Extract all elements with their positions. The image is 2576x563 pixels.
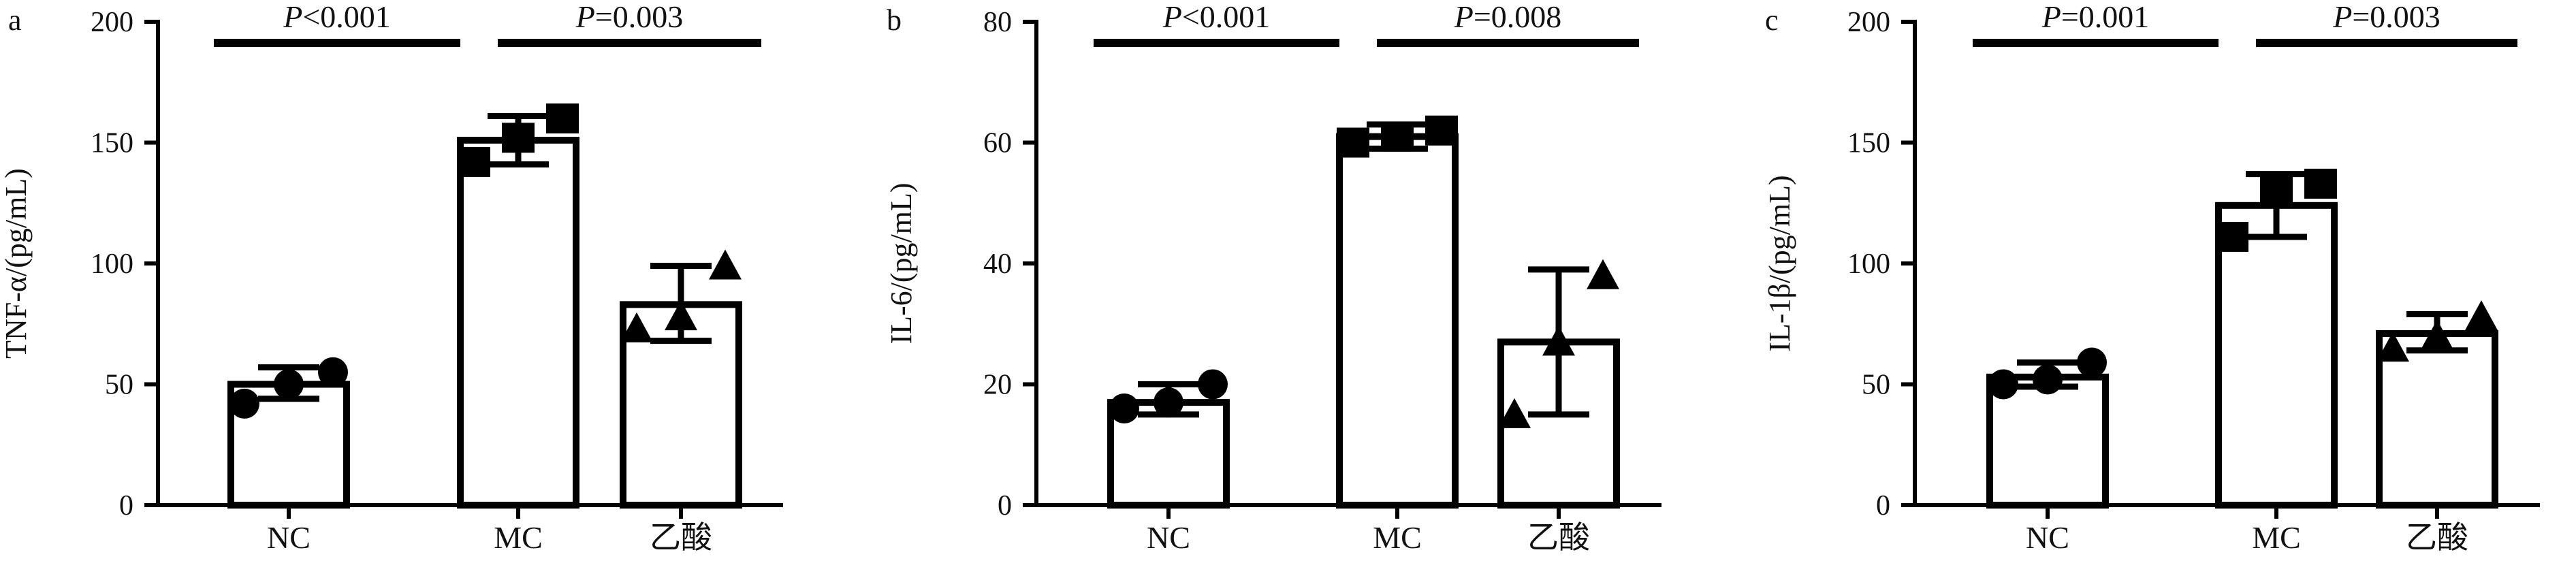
y-tick-label: 100	[91, 248, 133, 280]
x-tick-label: 乙酸	[650, 520, 712, 555]
significance-label-value: =0.008	[1474, 0, 1561, 34]
y-tick-label: 50	[105, 370, 133, 401]
significance-label-value: =0.003	[2352, 0, 2440, 34]
data-point-square-p1-c1-2	[1425, 115, 1458, 146]
significance-label-value: =0.003	[595, 0, 683, 34]
panel-letter: a	[8, 3, 22, 37]
data-point-triangle-p0-c2-2	[709, 249, 742, 280]
data-point-triangle-p2-c2-0	[2376, 332, 2409, 362]
data-point-circle-p2-c0-0	[1988, 369, 2018, 400]
data-point-square-p0-c1-0	[458, 146, 490, 177]
data-point-triangle-p2-c2-2	[2465, 300, 2498, 331]
x-tick-label: NC	[2026, 520, 2069, 555]
x-tick-label: MC	[2252, 520, 2301, 555]
significance-label-p: P	[283, 0, 302, 34]
data-point-square-p1-c1-1	[1381, 121, 1414, 152]
data-point-circle-p0-c0-2	[318, 357, 348, 387]
data-point-square-p2-c1-2	[2304, 168, 2337, 199]
significance-label-value: <0.001	[302, 0, 390, 34]
y-tick-label: 0	[1876, 490, 1890, 521]
significance-label: P=0.003	[575, 0, 684, 34]
y-tick-label: 150	[91, 128, 133, 159]
significance-label-value: =0.001	[2061, 0, 2149, 34]
significance-label-p: P	[575, 0, 595, 34]
data-point-triangle-p0-c2-1	[665, 300, 697, 331]
significance-label: P<0.001	[283, 0, 391, 34]
data-point-circle-p2-c0-1	[2033, 364, 2063, 395]
y-axis-title: IL-6/(pg/mL)	[885, 182, 918, 344]
significance-label-p: P	[1162, 0, 1182, 34]
significance-label: P=0.003	[2332, 0, 2440, 34]
data-point-square-p2-c1-1	[2260, 176, 2293, 206]
y-tick-label: 0	[998, 490, 1012, 521]
bar-MC	[457, 136, 579, 509]
y-tick-label: 50	[1862, 370, 1890, 401]
data-point-circle-p2-c0-2	[2077, 347, 2107, 378]
y-tick-label: 150	[1847, 128, 1890, 159]
data-point-triangle-p1-c2-2	[1587, 259, 1619, 289]
data-point-circle-p0-c0-0	[229, 388, 259, 419]
x-tick-label: MC	[1373, 520, 1422, 555]
data-point-square-p0-c1-1	[502, 123, 535, 153]
y-tick-label: 100	[1847, 248, 1890, 280]
x-tick-label: MC	[494, 520, 543, 555]
panel-letter: c	[1765, 3, 1779, 37]
y-axis-title: IL-1β/(pg/mL)	[1763, 175, 1796, 351]
bar-MC	[1336, 133, 1459, 509]
y-tick-label: 200	[91, 7, 133, 38]
data-point-circle-p1-c0-0	[1109, 393, 1139, 423]
significance-label-p: P	[2041, 0, 2061, 34]
y-tick-label: 20	[983, 370, 1012, 401]
x-tick-label: NC	[1147, 520, 1190, 555]
data-point-circle-p1-c0-1	[1154, 387, 1183, 418]
significance-label-p: P	[2332, 0, 2352, 34]
data-point-square-p1-c1-0	[1337, 127, 1369, 158]
significance-label: P<0.001	[1162, 0, 1271, 34]
data-point-circle-p0-c0-1	[274, 369, 304, 400]
y-tick-label: 200	[1847, 7, 1890, 38]
x-tick-label: NC	[267, 520, 311, 555]
x-tick-label: 乙酸	[2406, 520, 2468, 555]
data-point-square-p0-c1-2	[546, 103, 579, 133]
y-tick-label: 80	[983, 7, 1012, 38]
data-point-triangle-p1-c2-0	[1498, 398, 1531, 428]
data-point-circle-p1-c0-2	[1198, 369, 1228, 400]
panel-letter: b	[887, 3, 902, 37]
y-tick-label: 0	[119, 490, 133, 521]
significance-label: P=0.001	[2041, 0, 2150, 34]
significance-label-value: <0.001	[1182, 0, 1270, 34]
significance-label: P=0.008	[1454, 0, 1562, 34]
data-point-triangle-p1-c2-1	[1542, 325, 1575, 356]
data-point-triangle-p0-c2-0	[620, 312, 653, 342]
data-point-square-p2-c1-0	[2216, 221, 2248, 252]
x-tick-label: 乙酸	[1527, 520, 1590, 555]
y-tick-label: 40	[983, 248, 1012, 280]
y-axis-title: TNF-α/(pg/mL)	[0, 168, 33, 359]
data-point-triangle-p2-c2-1	[2421, 319, 2453, 350]
y-tick-label: 60	[983, 128, 1012, 159]
significance-label-p: P	[1454, 0, 1474, 34]
